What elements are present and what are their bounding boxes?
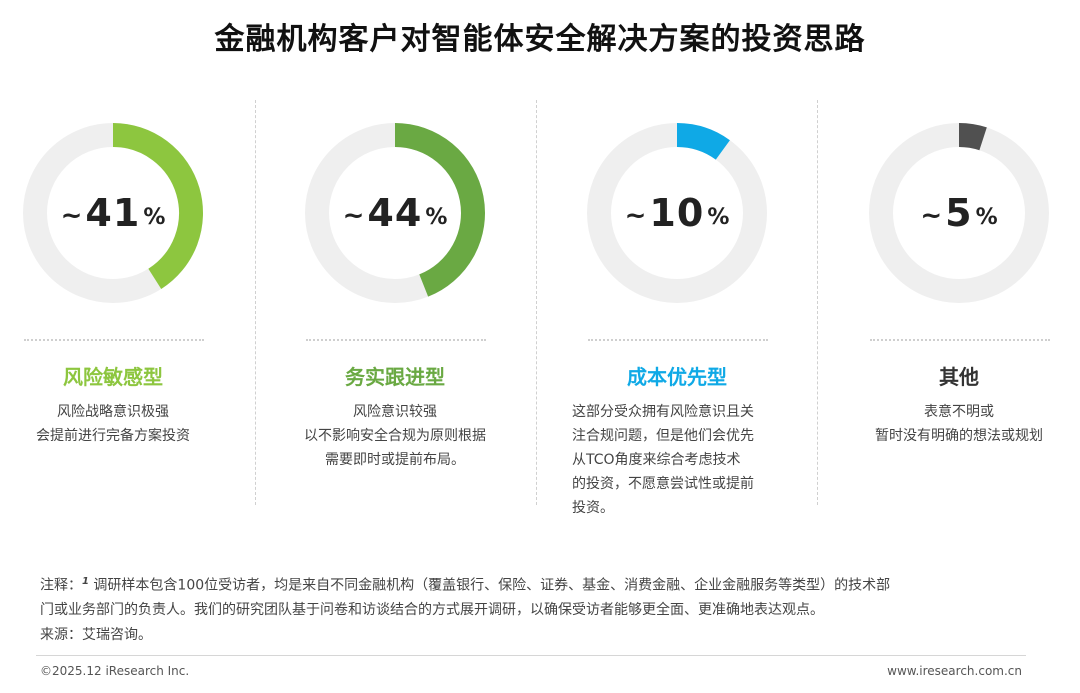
dotted-separator [588, 339, 768, 341]
footnote-prefix: 注释： [40, 577, 82, 594]
website-link[interactable]: www.iresearch.com.cn [887, 664, 1022, 678]
percent-unit: % [143, 204, 166, 230]
description-line: 风险战略意识极强 [57, 404, 169, 420]
description-line: 这部分受众拥有风险意识且关 [572, 404, 754, 420]
source-note: 来源：艾瑞咨询。 [40, 627, 152, 643]
description-line: 的投资，不愿意尝试性或提前 [572, 476, 754, 492]
description-line: 会提前进行完备方案投资 [36, 428, 190, 444]
panel-other: ~ 5 % 其他 表意不明或 暂时没有明确的想法或规划 [846, 100, 1080, 510]
donut-svg [869, 123, 1049, 303]
description-line: 表意不明或 [924, 404, 994, 420]
footnote: 注释：1 调研样本包含100位受访者，均是来自不同金融机构（覆盖银行、保险、证券… [40, 570, 1050, 622]
dotted-separator [870, 339, 1050, 341]
approx-sign: ~ [920, 201, 943, 231]
footnote-text-line2: 门或业务部门的负责人。我们的研究团队基于问卷和访谈结合的方式展开调研，以确保受访… [40, 601, 824, 618]
copyright-text: ©2025.12 iResearch Inc. [40, 664, 190, 678]
percent-unit: % [707, 204, 730, 230]
donut-slice [958, 123, 987, 151]
category-title: 成本优先型 [627, 365, 727, 389]
description-line: 投资。 [572, 500, 614, 516]
percent-value: 5 [945, 191, 973, 235]
footer-divider [36, 655, 1026, 656]
percent-value: 41 [85, 191, 141, 235]
panel-pragmatic-follower: ~ 44 % 务实跟进型 风险意识较强 以不影响安全合规为原则根据 需要即时或提… [282, 100, 552, 510]
donut-chart-other: ~ 5 % [864, 118, 1054, 308]
column-divider [817, 100, 818, 505]
donut-chart-cost-first: ~ 10 % [582, 118, 772, 308]
percent-label: ~ 44 % [300, 118, 490, 308]
category-title: 务实跟进型 [345, 365, 445, 389]
page-title: 金融机构客户对智能体安全解决方案的投资思路 [214, 22, 866, 57]
donut-svg [23, 123, 203, 303]
percent-value: 10 [649, 191, 705, 235]
donut-slice [112, 123, 203, 289]
category-description: 这部分受众拥有风险意识且关 注合规问题，但是他们会优先 从TCO角度来综合考虑技… [572, 400, 792, 520]
donut-svg [587, 123, 767, 303]
panel-cost-first: ~ 10 % 成本优先型 这部分受众拥有风险意识且关 注合规问题，但是他们会优先… [564, 100, 834, 516]
description-line: 暂时没有明确的想法或规划 [875, 428, 1043, 444]
donut-chart-pragmatic-follower: ~ 44 % [300, 118, 490, 308]
percent-unit: % [425, 204, 448, 230]
dotted-separator [306, 339, 486, 341]
panel-risk-sensitive: ~ 41 % 风险敏感型 风险战略意识极强 会提前进行完备方案投资 [0, 100, 270, 510]
description-line: 风险意识较强 [353, 404, 437, 420]
approx-sign: ~ [60, 201, 83, 231]
description-line: 以不影响安全合规为原则根据 [304, 428, 486, 444]
donut-svg [305, 123, 485, 303]
column-divider [536, 100, 537, 505]
percent-label: ~ 5 % [864, 118, 1054, 308]
description-line: 从TCO角度来综合考虑技术 [572, 452, 741, 468]
percent-label: ~ 41 % [18, 118, 208, 308]
donut-chart-risk-sensitive: ~ 41 % [18, 118, 208, 308]
dotted-separator [24, 339, 204, 341]
category-title: 风险敏感型 [63, 365, 163, 389]
category-description: 风险意识较强 以不影响安全合规为原则根据 需要即时或提前布局。 [282, 400, 508, 472]
approx-sign: ~ [624, 201, 647, 231]
percent-label: ~ 10 % [582, 118, 772, 308]
footnote-text-line1: 调研样本包含100位受访者，均是来自不同金融机构（覆盖银行、保险、证券、基金、消… [93, 577, 891, 594]
category-title: 其他 [939, 365, 979, 389]
category-description: 风险战略意识极强 会提前进行完备方案投资 [0, 400, 226, 448]
donut-slice [676, 123, 730, 160]
footnote-marker: 1 [82, 576, 89, 587]
column-divider [255, 100, 256, 505]
description-line: 注合规问题，但是他们会优先 [572, 428, 754, 444]
donut-slice [394, 123, 485, 297]
percent-unit: % [975, 204, 998, 230]
approx-sign: ~ [342, 201, 365, 231]
category-description: 表意不明或 暂时没有明确的想法或规划 [846, 400, 1072, 448]
percent-value: 44 [367, 191, 423, 235]
description-line: 需要即时或提前布局。 [325, 452, 465, 468]
